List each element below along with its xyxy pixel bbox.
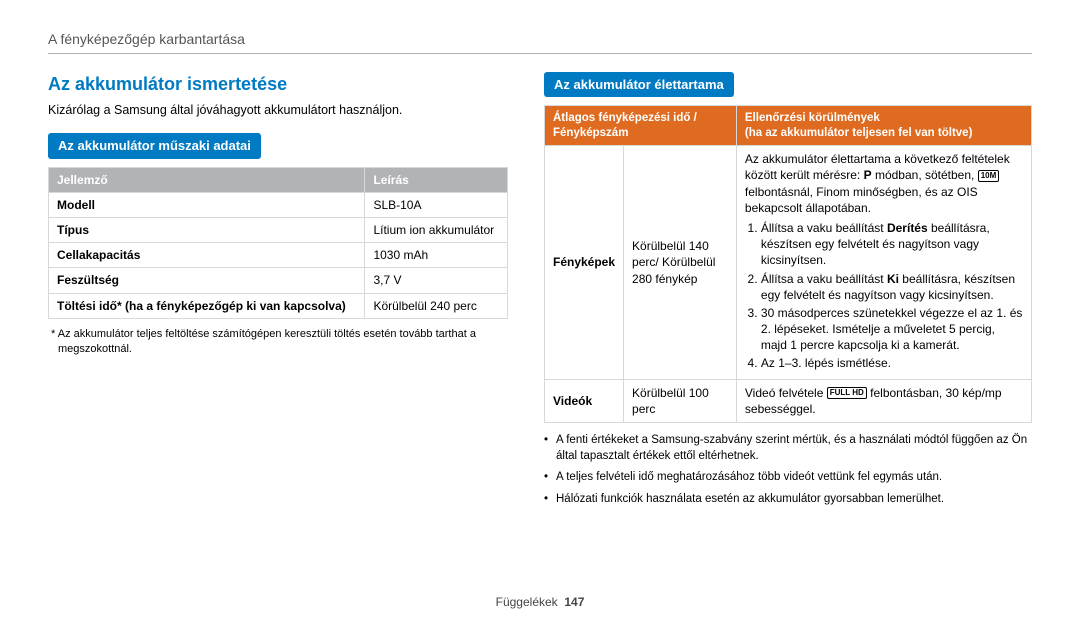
th-right-l2: (ha az akkumulátor teljesen fel van tölt…: [745, 127, 973, 139]
para-text: módban, sötétben,: [872, 168, 978, 182]
fullhd-icon: FULL HD: [827, 387, 867, 399]
spec-key: Cellakapacitás: [49, 243, 365, 268]
resolution-icon: 10M: [978, 170, 1000, 182]
specs-footnote: * Az akkumulátor teljes feltöltése számí…: [48, 327, 508, 357]
left-column: Az akkumulátor ismertetése Kizárólag a S…: [48, 72, 508, 513]
intro-text: Kizárólag a Samsung által jóváhagyott ak…: [48, 102, 508, 119]
lifetime-th-left: Átlagos fényképezési idő / Fényképszám: [545, 106, 737, 146]
mode-icon: P: [864, 168, 872, 182]
th-right-l1: Ellenőrzési körülmények: [745, 112, 880, 124]
photos-desc: Az akkumulátor élettartama a következő f…: [736, 146, 1031, 379]
step-bold: Derítés: [887, 221, 928, 235]
step-text: Állítsa a vaku beállítást: [761, 272, 887, 286]
th-left-l1: Átlagos fényképezési idő /: [553, 112, 697, 124]
notes-list: A fenti értékeket a Samsung-szabvány sze…: [544, 433, 1032, 507]
main-heading: Az akkumulátor ismertetése: [48, 72, 508, 96]
desc-text: Videó felvétele: [745, 386, 827, 400]
spec-val: Körülbelül 240 perc: [365, 293, 508, 318]
steps-list: Állítsa a vaku beállítást Derítés beállí…: [745, 220, 1023, 372]
right-column: Az akkumulátor élettartama Átlagos fényk…: [544, 72, 1032, 513]
table-row: Fényképek Körülbelül 140 perc/ Körülbelü…: [545, 146, 1032, 379]
lifetime-table: Átlagos fényképezési idő / Fényképszám E…: [544, 105, 1032, 423]
subheading-lifetime: Az akkumulátor élettartama: [544, 72, 734, 98]
list-item: A fenti értékeket a Samsung-szabvány sze…: [544, 433, 1032, 464]
footer-section: Függelékek: [496, 595, 558, 609]
list-item: Az 1–3. lépés ismétlése.: [761, 355, 1023, 371]
subheading-specs: Az akkumulátor műszaki adatai: [48, 133, 261, 159]
photos-avg: Körülbelül 140 perc/ Körülbelül 280 fény…: [624, 146, 737, 379]
step-text: Állítsa a vaku beállítást: [761, 221, 887, 235]
spec-key: Típus: [49, 217, 365, 242]
table-row: Feszültség 3,7 V: [49, 268, 508, 293]
page-breadcrumb: A fényképezőgép karbantartása: [48, 30, 1032, 49]
list-item: Állítsa a vaku beállítást Derítés beállí…: [761, 220, 1023, 269]
table-row: Cellakapacitás 1030 mAh: [49, 243, 508, 268]
spec-val: Lítium ion akkumulátor: [365, 217, 508, 242]
lifetime-th-right: Ellenőrzési körülmények (ha az akkumulát…: [736, 106, 1031, 146]
para-text: felbontásnál, Finom minőségben, és az OI…: [745, 185, 978, 215]
divider: [48, 53, 1032, 54]
step-bold: Ki: [887, 272, 899, 286]
spec-key: Feszültség: [49, 268, 365, 293]
spec-val: SLB-10A: [365, 192, 508, 217]
spec-val: 1030 mAh: [365, 243, 508, 268]
table-row: Típus Lítium ion akkumulátor: [49, 217, 508, 242]
spec-key: Modell: [49, 192, 365, 217]
videos-desc: Videó felvétele FULL HD felbontásban, 30…: [736, 379, 1031, 422]
page-footer: Függelékek 147: [0, 594, 1080, 610]
spec-key: Töltési idő* (ha a fényképezőgép ki van …: [49, 293, 365, 318]
table-row: Töltési idő* (ha a fényképezőgép ki van …: [49, 293, 508, 318]
specs-th-attr: Jellemző: [49, 167, 365, 192]
list-item: Állítsa a vaku beállítást Ki beállításra…: [761, 271, 1023, 303]
two-column-layout: Az akkumulátor ismertetése Kizárólag a S…: [48, 72, 1032, 513]
page-number: 147: [564, 595, 584, 609]
specs-th-desc: Leírás: [365, 167, 508, 192]
photos-label: Fényképek: [545, 146, 624, 379]
videos-label: Videók: [545, 379, 624, 422]
specs-table: Jellemző Leírás Modell SLB-10A Típus Lít…: [48, 167, 508, 319]
spec-val: 3,7 V: [365, 268, 508, 293]
videos-avg: Körülbelül 100 perc: [624, 379, 737, 422]
table-row: Videók Körülbelül 100 perc Videó felvéte…: [545, 379, 1032, 422]
th-left-l2: Fényképszám: [553, 127, 628, 139]
list-item: Hálózati funkciók használata esetén az a…: [544, 492, 1032, 508]
table-row: Modell SLB-10A: [49, 192, 508, 217]
list-item: 30 másodperces szünetekkel végezze el az…: [761, 305, 1023, 354]
list-item: A teljes felvételi idő meghatározásához …: [544, 470, 1032, 486]
